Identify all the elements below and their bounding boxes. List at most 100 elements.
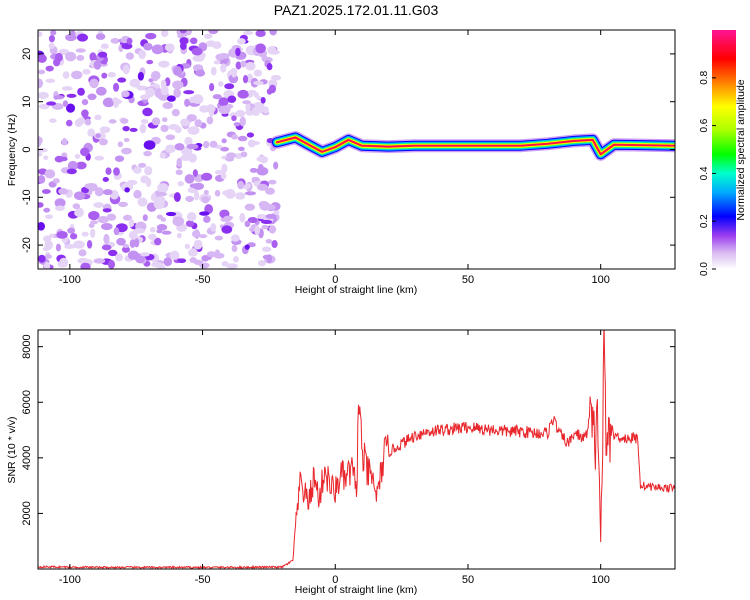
spectrogram-cell: [38, 202, 44, 208]
snr-x-label: Height of straight line (km): [295, 584, 418, 596]
spectrogram-cell: [243, 30, 253, 36]
spectrogram-cell: [174, 143, 185, 151]
spectrogram-cell: [86, 239, 93, 249]
spectrogram-cell: [106, 213, 117, 221]
spectrogram-cell: [74, 118, 83, 128]
spectrogram-cell: [98, 51, 108, 58]
spectrogram-cell: [212, 94, 222, 100]
spectrogram-cell: [221, 260, 229, 267]
spectrogram-cell: [126, 37, 133, 45]
spectrogram-cell: [45, 214, 54, 220]
spectrogram-cell: [214, 189, 221, 197]
spectrogram-cell: [122, 125, 130, 132]
spectrogram-cell: [215, 53, 225, 61]
spectrogram-cell: [208, 107, 214, 117]
spectrogram-cell: [227, 95, 237, 103]
spectrogram-cell: [240, 151, 248, 158]
snr-axes: -100 -50 0 50 100 2000 4000 6000 8000: [21, 330, 675, 586]
spectrogram-cell: [107, 72, 117, 78]
spectrogram-cell: [93, 202, 104, 208]
spectrogram-cell: [65, 33, 77, 42]
spectrogram-cell: [232, 256, 239, 263]
spectrogram-cell: [224, 83, 235, 90]
spectrogram-cell: [127, 250, 139, 260]
spectrogram-cell: [65, 51, 77, 62]
spectrogram-cell: [38, 222, 46, 231]
spectrogram-cell: [45, 65, 54, 72]
spectrogram-cell: [184, 98, 190, 107]
spectrogram-cell: [218, 105, 231, 115]
spectrogram-cell: [61, 86, 73, 91]
spectrogram-cell: [99, 126, 111, 134]
spectrogram-cell: [69, 233, 78, 240]
spectrogram-cell: [222, 190, 231, 196]
spectrogram-cell: [82, 68, 91, 75]
spectrogram-cell: [125, 52, 135, 60]
spectrogram-cell: [185, 30, 193, 36]
spectrogram-cell: [100, 222, 113, 231]
spectrogram-cell: [268, 225, 277, 234]
spectrogram-cell: [201, 196, 210, 204]
spectrogram-cell: [107, 259, 116, 269]
snr-y-tick-label: 8000: [21, 334, 33, 358]
spectrogram-cell: [261, 224, 269, 230]
chart-title: PAZ1.2025.172.01.11.G03: [274, 2, 439, 18]
spectrogram-cell: [43, 155, 49, 161]
spectrogram-cell: [62, 71, 70, 79]
spectrogram-cell: [165, 144, 176, 154]
spectrogram-cell: [173, 66, 183, 77]
spectrogram-cell: [143, 42, 153, 51]
spectrogram-cell: [247, 89, 257, 95]
spectrogram-cell: [102, 208, 112, 213]
spectrogram-cell: [203, 189, 209, 195]
spectrogram-cell: [38, 103, 50, 110]
spectrogram-cell: [156, 191, 168, 197]
spectrogram-cell: [221, 138, 227, 144]
spectrogram-cell: [81, 109, 89, 118]
spectrogram-cell: [59, 156, 68, 162]
spectrogram-cell: [259, 156, 268, 164]
spectrogram-cell: [244, 244, 250, 250]
spectrogram-cell: [102, 177, 109, 182]
spectrogram-cell: [189, 183, 200, 189]
spectrogram-cell: [120, 118, 129, 124]
spectrogram-cell: [160, 30, 169, 38]
spectrogram-cell: [87, 93, 97, 101]
spectrogram-cell: [49, 233, 55, 238]
spectrogram-cell: [113, 82, 120, 92]
spectrogram-cell: [201, 172, 213, 181]
spectrogram-cell: [64, 244, 76, 250]
spectrogram-cell: [189, 37, 198, 45]
spectrogram-cell: [114, 155, 125, 162]
spectrogram-cell: [165, 211, 177, 217]
spectrogram-cell: [198, 234, 208, 239]
spectrogram-cell: [244, 220, 251, 228]
spectrogram-cell: [242, 75, 249, 84]
snr-background: [38, 330, 675, 569]
spectrogram-cell: [121, 147, 132, 155]
snr-line: [38, 330, 675, 569]
spectrogram-y-tick-label: 0: [21, 146, 33, 152]
spectrogram-cell: [237, 180, 245, 190]
spectrogram-cell: [110, 37, 120, 44]
spectrogram-cell: [113, 167, 120, 176]
spectrogram-cell: [50, 30, 57, 36]
snr-y-tick-label: 4000: [21, 446, 33, 470]
spectrogram-cell: [123, 137, 130, 143]
spectrogram-cell: [121, 42, 133, 50]
spectrogram-cell: [124, 187, 130, 193]
spectrogram-cell: [188, 248, 198, 257]
spectrogram-cell: [161, 117, 168, 123]
spectrogram-cell: [138, 162, 147, 168]
spectrogram-cell: [188, 153, 198, 163]
snr-x-tick-label: -100: [59, 574, 81, 586]
spectrogram-cell: [269, 30, 277, 36]
spectrogram-cell: [138, 49, 147, 60]
spectrogram-cell: [43, 261, 51, 269]
spectrogram-cell: [75, 48, 86, 53]
spectrogram-cell: [77, 257, 89, 264]
spectrogram-cell: [199, 105, 210, 113]
spectrogram-cell: [142, 214, 148, 222]
spectrogram-cell: [48, 35, 55, 43]
